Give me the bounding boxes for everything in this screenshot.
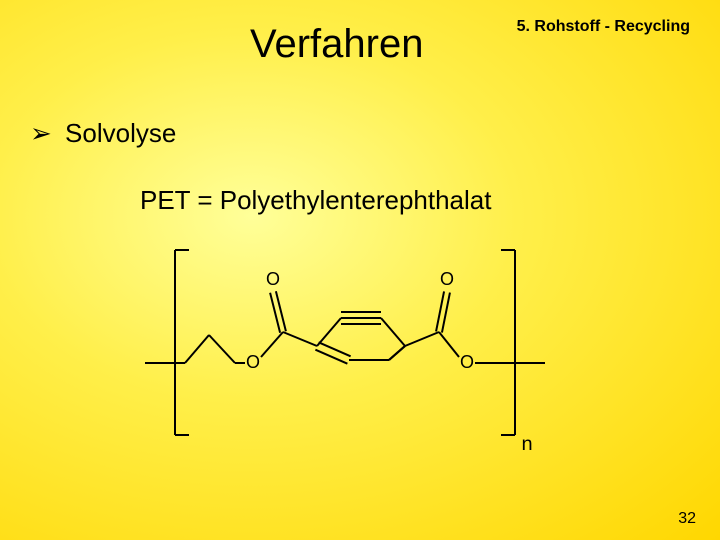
bullet-text: Solvolyse: [65, 118, 176, 148]
bullet-marker: ➢: [30, 118, 52, 148]
chemical-structure-diagram: O O O On: [145, 240, 545, 450]
svg-text:O: O: [460, 352, 474, 372]
section-label: 5. Rohstoff - Recycling: [517, 18, 690, 36]
page-number: 32: [678, 510, 696, 528]
svg-text:O: O: [246, 352, 260, 372]
slide-title: Verfahren: [250, 22, 423, 67]
bullet-item: ➢ Solvolyse: [30, 118, 176, 149]
svg-text:n: n: [521, 433, 532, 450]
svg-text:O: O: [440, 269, 454, 289]
svg-text:O: O: [266, 269, 280, 289]
subtitle: PET = Polyethylenterephthalat: [140, 185, 491, 216]
